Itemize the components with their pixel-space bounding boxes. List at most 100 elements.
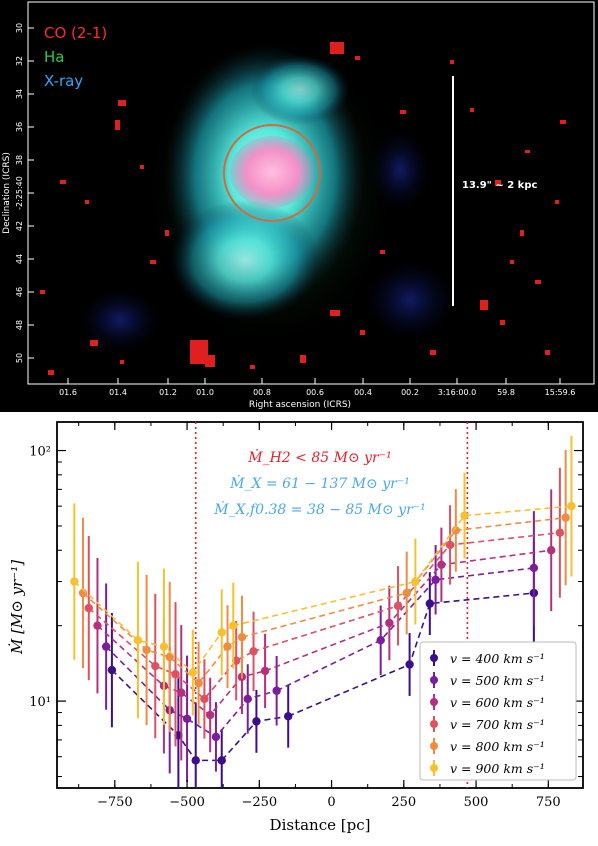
legend-halpha: Ha (44, 48, 64, 66)
data-point (376, 636, 385, 645)
data-point (555, 528, 565, 537)
data-point (107, 665, 117, 675)
image-y-tick-label: 38 (15, 155, 24, 165)
legend-marker (430, 654, 438, 662)
x-tick-label: −250 (241, 795, 277, 810)
chart-x-axis-title: Distance [pc] (270, 816, 371, 834)
series-line (233, 505, 572, 627)
annotation-1: Ṁ_X = 61 − 137 M⊙ yr⁻¹ (229, 474, 410, 492)
composite-image-svg: 13.9" ~ 2 kpc CO (2-1) Ha X-ray 01.6 01.4… (2, 1, 595, 410)
image-y-tick-label: 32 (15, 56, 24, 66)
data-point (547, 546, 556, 555)
series-line (253, 531, 560, 653)
series-line (241, 516, 566, 638)
data-point (460, 511, 469, 520)
scale-bar-label: 13.9" ~ 2 kpc (462, 180, 537, 191)
image-x-tick-label: 01.6 (59, 388, 77, 397)
axes-group: −750 −500 −250 0 250 500 750 10¹ 10² (29, 422, 583, 810)
data-point (200, 694, 209, 704)
data-point (385, 618, 394, 628)
series-line (96, 625, 266, 717)
image-y-axis-title: Declination (ICRS) (2, 152, 12, 234)
image-x-tick-label: 3:16:00.0 (438, 388, 476, 397)
legend-xray: X-ray (44, 72, 83, 90)
legend-label: v = 700 km s⁻¹ (450, 717, 545, 732)
xray-halpha-co-composite-image: 13.9" ~ 2 kpc CO (2-1) Ha X-ray 01.6 01.4… (0, 0, 598, 412)
x-tick-label: −500 (169, 795, 205, 810)
data-point (252, 717, 261, 726)
data-point (84, 603, 93, 613)
data-point (171, 670, 180, 679)
data-point (529, 563, 539, 573)
diffuse-emission (80, 40, 455, 352)
y-tick-label: 10¹ (29, 695, 51, 710)
image-x-tick-label: 01.2 (159, 388, 177, 397)
series-line (287, 592, 534, 717)
data-point (260, 666, 270, 676)
data-point (567, 501, 576, 511)
data-point (101, 642, 111, 651)
mass-flow-rate-chart: −750 −500 −250 0 250 500 750 10¹ 10² Ṁ_H2 < 85 M… (0, 412, 598, 842)
image-x-tick-label: 00.4 (354, 388, 372, 397)
image-x-tick-label: 01.0 (196, 388, 214, 397)
legend-marker (430, 742, 438, 750)
pink-core (230, 136, 314, 208)
series-3 (84, 467, 565, 747)
data-point (243, 694, 252, 704)
annotation-2: Ṁ_X,f0.38 = 38 − 85 M⊙ yr⁻¹ (213, 500, 426, 518)
image-y-tick-label: 46 (15, 287, 24, 297)
image-y-tick-label: -2:25:40 (15, 176, 24, 210)
image-x-axis-title: Right ascension (ICRS) (249, 400, 351, 410)
data-point (194, 678, 203, 688)
x-tick-label: 750 (536, 795, 561, 810)
legend-marker (430, 720, 438, 728)
image-y-tick-label: 48 (15, 320, 24, 330)
legend-box (419, 641, 577, 781)
series-line (105, 646, 277, 738)
chart-legend: v = 400 km s⁻¹ v = 500 km s⁻¹ v = 600 km s… (419, 641, 577, 781)
legend-label: v = 400 km s⁻¹ (450, 651, 545, 666)
data-point (411, 577, 420, 586)
legend-label: v = 900 km s⁻¹ (450, 761, 545, 776)
data-point (217, 628, 226, 637)
image-y-tick-label: 30 (15, 23, 24, 33)
image-axis-ticks: 01.6 01.4 01.2 01.0 00.8 00.6 00.4 00.2 3:16:00.… (15, 23, 575, 397)
x-tick-label: −750 (97, 795, 133, 810)
data-point (229, 621, 238, 630)
co-clumps (40, 42, 566, 375)
series-5 (70, 435, 576, 725)
data-point (425, 599, 435, 608)
data-point (182, 714, 192, 723)
aperture-circle (223, 124, 321, 222)
data-point (393, 601, 403, 611)
legend-co: CO (2-1) (44, 24, 107, 42)
legend-marker (430, 698, 438, 706)
legend-marker (430, 764, 438, 772)
image-x-tick-label: 00.6 (306, 388, 324, 397)
x-tick-label: 500 (464, 795, 489, 810)
image-y-tick-label: 50 (15, 353, 24, 363)
image-x-tick-label: 01.4 (109, 388, 127, 397)
data-point (133, 636, 143, 645)
data-point (445, 540, 455, 550)
image-x-tick-label: 15:59.6 (545, 388, 576, 397)
annotations-group: Ṁ_H2 < 85 M⊙ yr⁻¹ Ṁ_X = 61 − 137 M⊙ yr⁻¹ Ṁ… (213, 448, 426, 518)
data-point (159, 642, 169, 651)
data-point (431, 575, 440, 584)
y-tick-label: 10² (29, 445, 51, 460)
data-point (237, 632, 247, 642)
data-point (405, 660, 414, 669)
data-point (223, 642, 232, 651)
data-point (165, 652, 174, 662)
data-point (191, 756, 200, 765)
data-point (70, 577, 79, 586)
image-y-tick-label: 42 (15, 221, 24, 231)
data-point (177, 688, 186, 697)
x-tick-label: 250 (391, 795, 416, 810)
image-x-tick-label: 00.8 (253, 388, 271, 397)
data-point (284, 712, 293, 721)
legend-label: v = 600 km s⁻¹ (450, 695, 545, 710)
chart-svg: −750 −500 −250 0 250 500 750 10¹ 10² Ṁ_H2 < 85 M… (8, 421, 584, 834)
annotation-0: Ṁ_H2 < 85 M⊙ yr⁻¹ (247, 448, 391, 466)
image-x-tick-label: 59.8 (497, 388, 515, 397)
